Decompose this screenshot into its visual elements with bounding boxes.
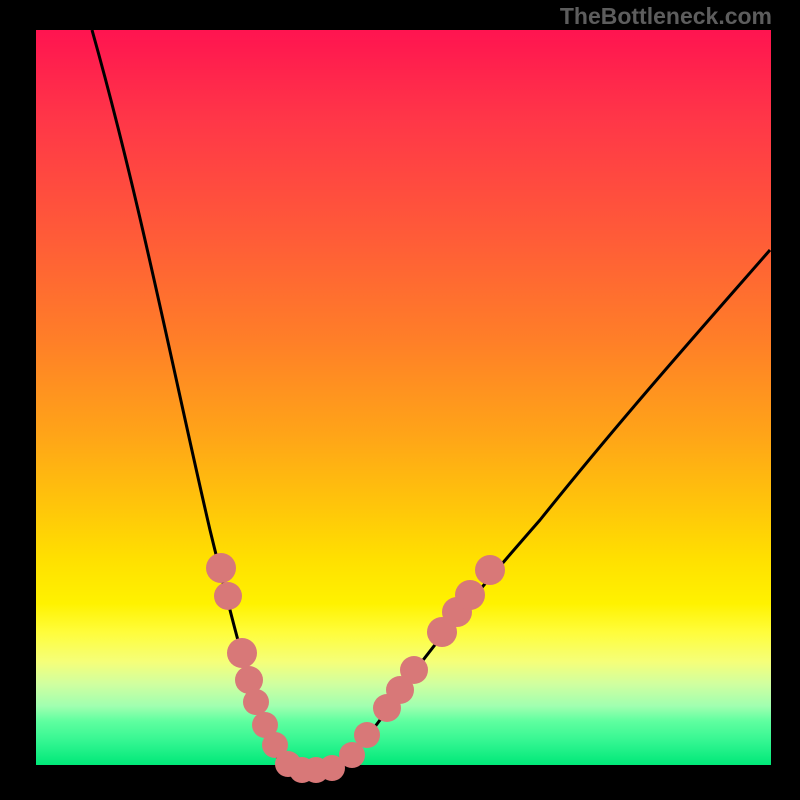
chart-container: TheBottleneck.com bbox=[0, 0, 800, 800]
right-curve bbox=[298, 250, 770, 770]
data-marker bbox=[214, 582, 242, 610]
data-marker bbox=[354, 722, 380, 748]
data-marker bbox=[455, 580, 485, 610]
data-marker bbox=[475, 555, 505, 585]
data-marker bbox=[227, 638, 257, 668]
data-marker bbox=[400, 656, 428, 684]
left-curve bbox=[92, 30, 298, 770]
data-marker bbox=[206, 553, 236, 583]
